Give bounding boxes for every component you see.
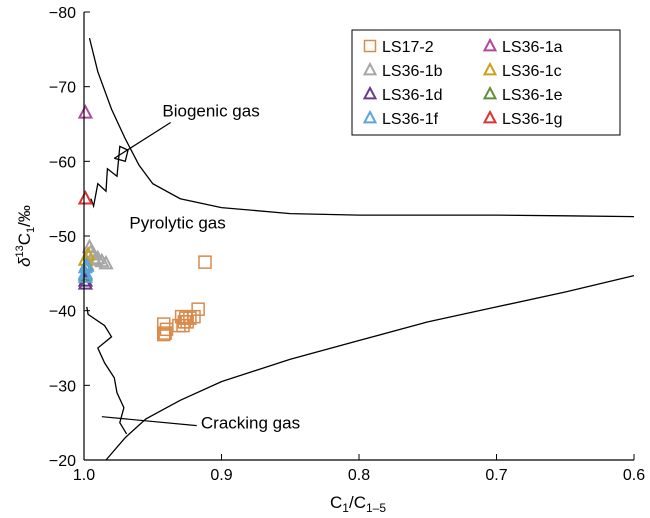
upper-jagged [90, 145, 129, 209]
x-tick-label: 0.6 [623, 467, 645, 484]
data-point [77, 189, 94, 205]
y-tick-label: −40 [49, 304, 76, 321]
legend-label: LS36-1b [382, 63, 443, 80]
data-point [77, 275, 94, 290]
legend-item: LS17-2 [363, 39, 434, 56]
legend-item: LS36-1e [482, 85, 563, 104]
data-point [77, 104, 94, 119]
legend-marker [482, 109, 498, 124]
y-axis-title: δ13C1/‰ [14, 205, 37, 267]
data-point [174, 309, 189, 324]
legend-item: LS36-1d [362, 85, 443, 104]
data-point [98, 254, 114, 270]
y-tick-label: −70 [49, 80, 76, 97]
lower-jagged [86, 306, 128, 435]
series-LS36-1a [77, 104, 94, 119]
data-point [198, 255, 212, 269]
series-LS36-1g [77, 189, 94, 205]
legend-label: LS36-1g [502, 111, 563, 128]
lower-boundary [105, 274, 635, 461]
data-points [77, 104, 212, 342]
boundary-lines [86, 37, 635, 461]
x-tick-label: 0.9 [210, 467, 232, 484]
y-tick-label: −30 [49, 378, 76, 395]
data-point [157, 327, 171, 342]
legend-marker [482, 61, 498, 76]
biogenic-leader-line [113, 122, 171, 159]
legend-item: LS36-1a [482, 37, 563, 56]
legend-label: LS36-1e [502, 87, 563, 104]
legend-item: LS36-1f [362, 109, 439, 128]
legend-items: LS17-2 LS36-1a LS36-1b LS36-1c LS36-1d LS36-1… [362, 37, 563, 128]
y-tick-label: −20 [49, 453, 76, 470]
legend-item: LS36-1c [482, 61, 562, 80]
series-LS17-2 [157, 255, 212, 342]
x-axis-title: C1/C1–5 [330, 493, 386, 515]
y-tick-label: −50 [49, 229, 76, 246]
x-tick-label: 0.7 [485, 467, 507, 484]
legend-marker [482, 37, 498, 52]
legend-marker [482, 85, 498, 100]
legend-label: LS36-1c [502, 63, 562, 80]
y-tick-label: −60 [49, 154, 76, 171]
data-point [157, 317, 171, 331]
upper-boundary [88, 37, 635, 218]
legend-marker [362, 85, 378, 100]
pyrolytic-label: Pyrolytic gas [129, 214, 225, 233]
legend-label: LS17-2 [382, 39, 434, 56]
legend: LS17-2 LS36-1a LS36-1b LS36-1c LS36-1d LS36-1… [351, 29, 621, 136]
legend-marker [362, 61, 378, 76]
data-point [191, 302, 205, 316]
legend-label: LS36-1f [382, 111, 439, 128]
x-ticks: 1.0 0.9 0.8 0.7 0.6 [73, 454, 645, 484]
data-point [77, 268, 94, 283]
legend-marker [362, 109, 378, 124]
annotations: Biogenic gas Pyrolytic gas Cracking gas [101, 102, 300, 433]
legend-label: LS36-1d [382, 87, 443, 104]
y-tick-label: −80 [49, 5, 76, 22]
legend-item: LS36-1b [362, 61, 443, 80]
cracking-leader-line [101, 416, 197, 427]
x-tick-label: 0.8 [348, 467, 370, 484]
data-point [158, 326, 172, 340]
legend-label: LS36-1a [502, 39, 563, 56]
cracking-label: Cracking gas [201, 414, 300, 433]
y-ticks: −80 −70 −60 −50 −40 −30 −20 [49, 5, 90, 470]
data-point [179, 311, 193, 325]
data-point [83, 243, 99, 259]
series-LS36-1f [77, 257, 95, 283]
biogenic-label: Biogenic gas [162, 102, 259, 121]
legend-item: LS36-1g [482, 109, 563, 128]
x-tick-label: 1.0 [73, 467, 95, 484]
data-point [159, 322, 174, 337]
legend-marker [363, 39, 377, 53]
